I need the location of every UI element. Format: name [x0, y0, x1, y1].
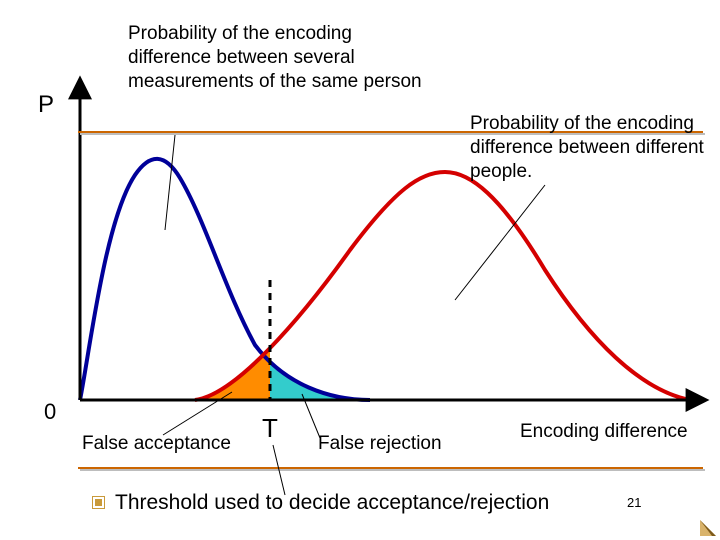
threshold-label: T: [262, 412, 278, 445]
false-rejection-region: [270, 360, 370, 400]
diagram-stage: P 0 T Probability of the encoding differ…: [0, 0, 720, 540]
leader-diff: [455, 185, 545, 300]
leader-same: [165, 135, 175, 230]
y-axis-label: P: [38, 90, 54, 120]
label-different-people: Probability of the encoding difference b…: [470, 112, 716, 183]
label-same-person: Probability of the encoding difference b…: [128, 22, 428, 93]
label-false-rejection: False rejection: [318, 432, 442, 456]
footer-label: Threshold used to decide acceptance/reje…: [115, 490, 549, 516]
corner-triangle-icon: [700, 520, 716, 536]
page-number: 21: [627, 495, 641, 510]
x-axis-label: Encoding difference: [520, 420, 688, 444]
origin-label: 0: [44, 398, 56, 426]
false-acceptance-region: [195, 348, 270, 400]
label-false-acceptance: False acceptance: [82, 432, 231, 456]
